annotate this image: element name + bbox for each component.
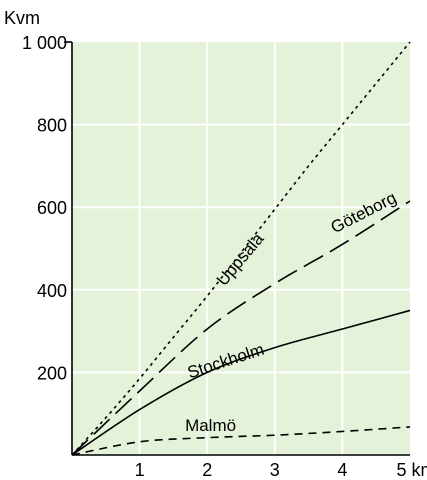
plot-background <box>72 42 410 455</box>
y-tick-label: 200 <box>37 363 67 383</box>
y-tick-label: 400 <box>37 281 67 301</box>
y-tick-label: 600 <box>37 198 67 218</box>
x-tick-label: 5 km <box>396 460 427 480</box>
axes <box>64 41 410 456</box>
series-lines <box>71 41 411 456</box>
x-tick-label: 3 <box>270 460 280 480</box>
y-tick-label: 1 000 <box>22 33 67 53</box>
y-axis-unit-label: Kvm <box>4 8 40 28</box>
series-line-stockholm <box>71 309 411 456</box>
x-tick-label: 2 <box>202 460 212 480</box>
series-line-uppsala <box>71 41 411 456</box>
x-tick-label: 4 <box>337 460 347 480</box>
x-tick-label: 1 <box>135 460 145 480</box>
series-label-malmo: Malmö <box>185 416 236 435</box>
y-tick-label: 800 <box>37 116 67 136</box>
series-line-goteborg <box>71 200 411 456</box>
tick-labels: 1 2 3 4 5 km 200 400 600 800 1 000 <box>22 33 427 480</box>
grid-lines <box>72 42 410 455</box>
series-line-malmo <box>71 426 411 456</box>
